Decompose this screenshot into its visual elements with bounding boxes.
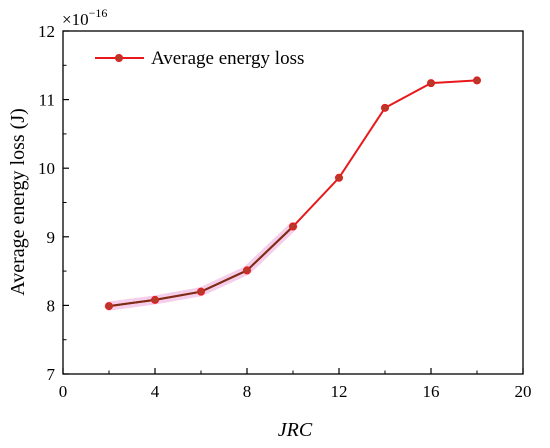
x-tick-label: 0: [59, 382, 68, 401]
y-multiplier-label: ×10−16: [62, 6, 107, 29]
y-multiplier: ×10−16: [62, 6, 107, 29]
y-multiplier-base: ×10: [62, 10, 89, 29]
data-point: [427, 79, 435, 88]
data-point: [289, 222, 297, 231]
y-tick-label: 12: [38, 22, 55, 41]
x-tick-label: 4: [151, 382, 160, 401]
x-tick-label: 16: [423, 382, 440, 401]
x-tick-label: 20: [515, 382, 532, 401]
y-tick-label: 7: [47, 365, 56, 384]
legend-marker: [115, 54, 123, 62]
data-point: [197, 287, 205, 296]
x-axis-title: JRC: [278, 419, 313, 441]
data-point: [243, 266, 251, 275]
legend-label: Average energy loss: [151, 48, 304, 69]
data-point: [473, 76, 481, 85]
series-line: [108, 79, 478, 308]
y-axis-title: Average energy loss (J): [7, 108, 29, 296]
x-tick-label: 8: [243, 382, 252, 401]
x-tick-label: 12: [331, 382, 348, 401]
legend: Average energy loss: [95, 48, 304, 69]
y-tick-label: 11: [39, 91, 55, 110]
y-tick-label: 9: [47, 228, 56, 247]
series-layer: [105, 76, 481, 311]
axes-layer: 0 4 8 12 16 20 7 8 9 10 11 12: [38, 22, 532, 401]
data-point: [105, 302, 113, 311]
y-tick-label: 10: [38, 159, 55, 178]
y-tick-label: 8: [47, 296, 56, 315]
data-point: [151, 295, 159, 304]
y-multiplier-exponent: −16: [89, 6, 108, 20]
data-point: [335, 173, 343, 182]
data-point: [381, 103, 389, 112]
